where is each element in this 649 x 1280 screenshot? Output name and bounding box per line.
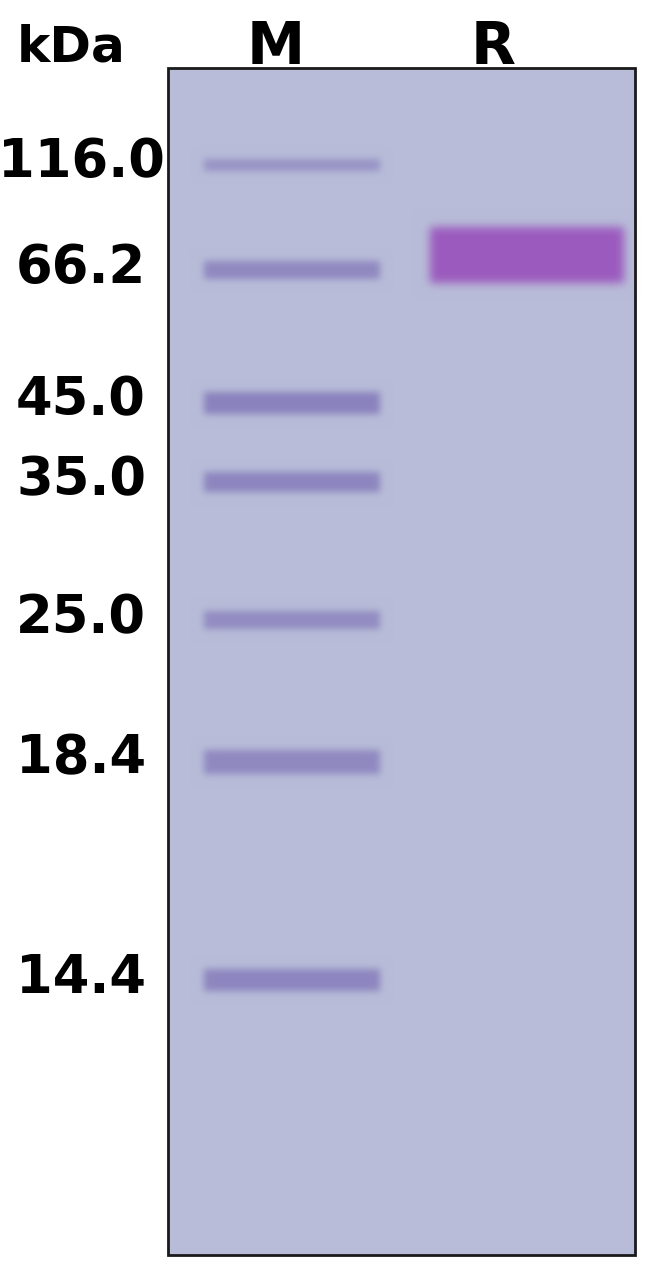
Text: 116.0: 116.0 (0, 136, 165, 188)
Text: 14.4: 14.4 (16, 952, 146, 1004)
Text: 66.2: 66.2 (16, 242, 146, 294)
Text: R: R (471, 19, 516, 77)
Text: 25.0: 25.0 (16, 591, 146, 644)
Text: 35.0: 35.0 (16, 454, 146, 506)
Text: 18.4: 18.4 (16, 732, 146, 783)
Bar (168, 68, 635, 1254)
Text: kDa: kDa (17, 24, 126, 72)
Text: M: M (247, 19, 305, 77)
Text: 45.0: 45.0 (16, 374, 146, 426)
